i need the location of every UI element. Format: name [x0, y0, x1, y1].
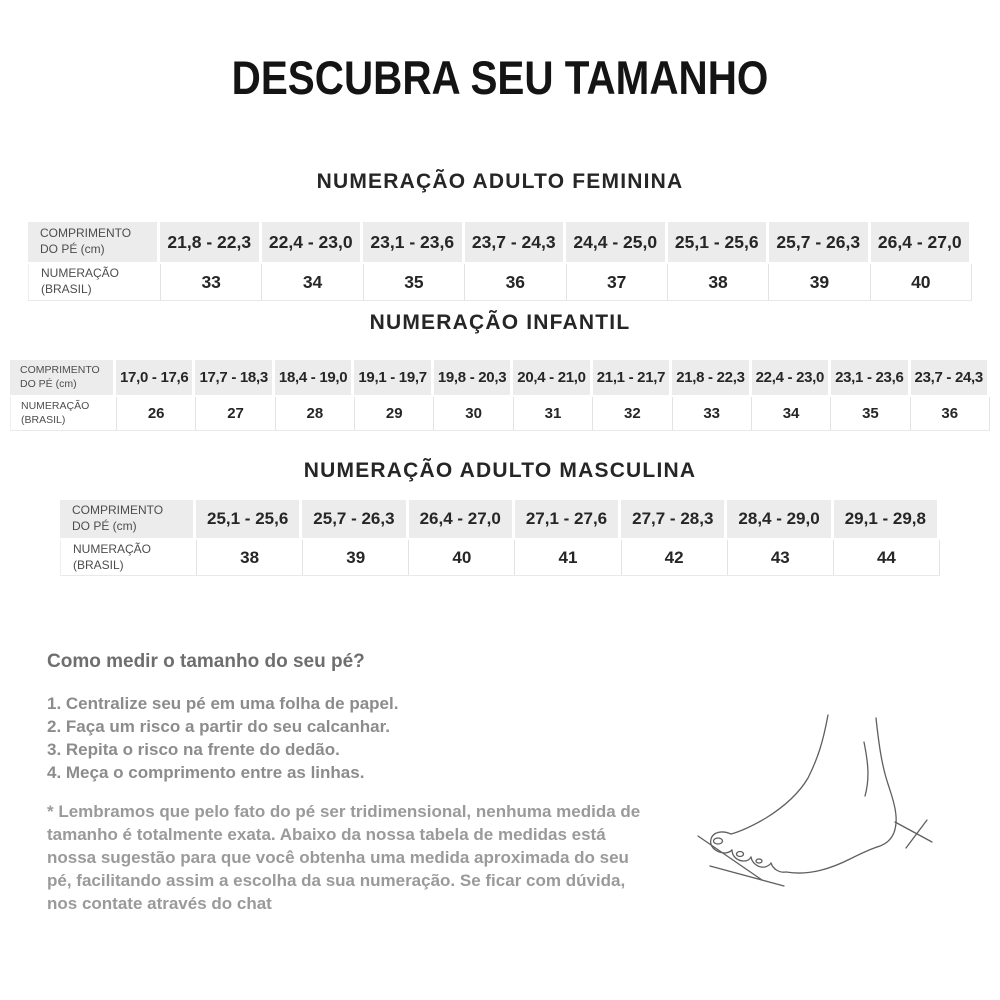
table-row-lengths: COMPRIMENTO DO PÉ (cm) 25,1 - 25,6 25,7 -…: [60, 500, 940, 538]
length-range-cell: 19,8 - 20,3: [433, 360, 514, 395]
length-range-cell: 25,1 - 25,6: [667, 222, 769, 262]
size-table-adulto-masculina: COMPRIMENTO DO PÉ (cm) 25,1 - 25,6 25,7 -…: [60, 500, 940, 576]
foot-toe-3: [750, 856, 772, 868]
length-row-header: COMPRIMENTO DO PÉ (cm): [28, 222, 160, 262]
length-range-cell: 17,0 - 17,6: [116, 360, 196, 395]
size-number-cell: 37: [566, 264, 668, 300]
length-range-cell: 21,8 - 22,3: [672, 360, 752, 395]
measuring-guide-note: * Lembramos que pelo fato do pé ser trid…: [47, 802, 641, 913]
length-range-cell: 18,4 - 19,0: [274, 360, 355, 395]
length-row-header: COMPRIMENTO DO PÉ (cm): [10, 360, 116, 395]
size-number-cell: 28: [275, 397, 356, 430]
measuring-guide-steps: 1. Centralize seu pé em uma folha de pap…: [47, 692, 398, 784]
measuring-guide-step: 3. Repita o risco na frente do dedão.: [47, 740, 340, 759]
length-range-cell: 20,4 - 21,0: [513, 360, 593, 395]
heel-measure-line: [894, 821, 933, 843]
size-row-header: NUMERAÇÃO (BRASIL): [29, 264, 161, 300]
toe-measure-line: [697, 835, 763, 881]
size-number-cell: 34: [262, 264, 364, 300]
length-range-cell: 29,1 - 29,8: [833, 500, 940, 538]
length-range-cell: 28,4 - 29,0: [727, 500, 834, 538]
size-number-cell: 34: [751, 397, 832, 430]
size-number-cell: 33: [161, 264, 263, 300]
length-range-cell: 26,4 - 27,0: [408, 500, 515, 538]
heel-measure-line: [905, 819, 928, 849]
length-range-cell: 23,1 - 23,6: [831, 360, 911, 395]
size-number-cell: 30: [434, 397, 514, 430]
table-row-sizes: NUMERAÇÃO (BRASIL) 26 27 28 29 30 31 32 33 34 35 3…: [10, 397, 990, 431]
table-row-sizes: NUMERAÇÃO (BRASIL) 38 39 40 41 42 43 44: [60, 540, 940, 576]
foot-toe-2: [731, 849, 752, 862]
size-number-cell: 35: [831, 397, 911, 430]
size-row-header: NUMERAÇÃO (BRASIL): [61, 540, 197, 575]
measuring-guide-step: 1. Centralize seu pé em uma folha de pap…: [47, 694, 399, 713]
toe-measure-line: [709, 865, 785, 887]
foot-toenail: [712, 837, 724, 845]
size-number-cell: 39: [303, 540, 410, 575]
length-range-cell: 25,7 - 26,3: [769, 222, 871, 262]
length-range-cell: 24,4 - 25,0: [566, 222, 668, 262]
foot-front-line: [730, 714, 829, 835]
foot-toe-4: [770, 862, 787, 873]
foot-big-toe: [709, 831, 733, 854]
section-title-adulto-masculina: NUMERAÇÃO ADULTO MASCULINA: [303, 459, 697, 482]
table-row-sizes: NUMERAÇÃO (BRASIL) 33 34 35 36 37 38 39 40: [28, 264, 972, 301]
foot-back-line: [875, 717, 897, 848]
length-range-cell: 19,1 - 19,7: [354, 360, 434, 395]
size-number-cell: 31: [513, 397, 594, 430]
size-number-cell: 36: [910, 397, 990, 430]
size-number-cell: 43: [727, 540, 834, 575]
length-range-cell: 22,4 - 23,0: [261, 222, 363, 262]
size-number-cell: 35: [363, 264, 466, 300]
size-table-infantil: COMPRIMENTO DO PÉ (cm) 17,0 - 17,6 17,7 -…: [10, 360, 990, 431]
size-number-cell: 32: [593, 397, 673, 430]
measuring-guide-step: 2. Faça um risco a partir do seu calcanh…: [47, 717, 390, 736]
foot-measurement-illustration: [697, 714, 933, 887]
length-range-cell: 27,1 - 27,6: [514, 500, 622, 538]
size-number-cell: 36: [465, 264, 567, 300]
size-number-cell: 38: [667, 264, 770, 300]
size-number-cell: 29: [355, 397, 435, 430]
table-row-lengths: COMPRIMENTO DO PÉ (cm) 17,0 - 17,6 17,7 -…: [10, 360, 990, 395]
size-number-cell: 27: [196, 397, 276, 430]
size-number-cell: 42: [621, 540, 728, 575]
length-range-cell: 27,7 - 28,3: [621, 500, 728, 538]
length-row-header: COMPRIMENTO DO PÉ (cm): [60, 500, 196, 538]
foot-toenail: [755, 858, 763, 864]
length-range-cell: 23,1 - 23,6: [363, 222, 465, 262]
section-title-infantil: NUMERAÇÃO INFANTIL: [369, 311, 631, 334]
page-title: DESCUBRA SEU TAMANHO: [231, 51, 769, 104]
table-row-lengths: COMPRIMENTO DO PÉ (cm) 21,8 - 22,3 22,4 -…: [28, 222, 972, 262]
length-range-cell: 22,4 - 23,0: [751, 360, 832, 395]
length-range-cell: 21,1 - 21,7: [592, 360, 673, 395]
size-number-cell: 26: [117, 397, 197, 430]
size-row-header: NUMERAÇÃO (BRASIL): [11, 397, 117, 430]
size-table-adulto-feminina: COMPRIMENTO DO PÉ (cm) 21,8 - 22,3 22,4 -…: [28, 222, 972, 301]
size-number-cell: 40: [409, 540, 516, 575]
length-range-cell: 26,4 - 27,0: [870, 222, 972, 262]
length-range-cell: 25,7 - 26,3: [302, 500, 409, 538]
measuring-guide-heading: Como medir o tamanho do seu pé?: [47, 651, 365, 672]
size-number-cell: 38: [197, 540, 304, 575]
size-number-cell: 33: [672, 397, 752, 430]
length-range-cell: 21,8 - 22,3: [160, 222, 262, 262]
length-range-cell: 23,7 - 24,3: [910, 360, 990, 395]
foot-sole-line: [785, 846, 878, 874]
size-number-cell: 41: [515, 540, 622, 575]
size-number-cell: 44: [833, 540, 940, 575]
length-range-cell: 17,7 - 18,3: [195, 360, 275, 395]
length-range-cell: 25,1 - 25,6: [196, 500, 303, 538]
length-range-cell: 23,7 - 24,3: [464, 222, 566, 262]
size-number-cell: 39: [769, 264, 871, 300]
foot-toenail: [735, 850, 745, 858]
measuring-guide-step: 4. Meça o comprimento entre as linhas.: [47, 763, 365, 782]
foot-ankle-line: [863, 741, 869, 797]
size-number-cell: 40: [870, 264, 972, 300]
section-title-adulto-feminina: NUMERAÇÃO ADULTO FEMININA: [316, 170, 684, 193]
